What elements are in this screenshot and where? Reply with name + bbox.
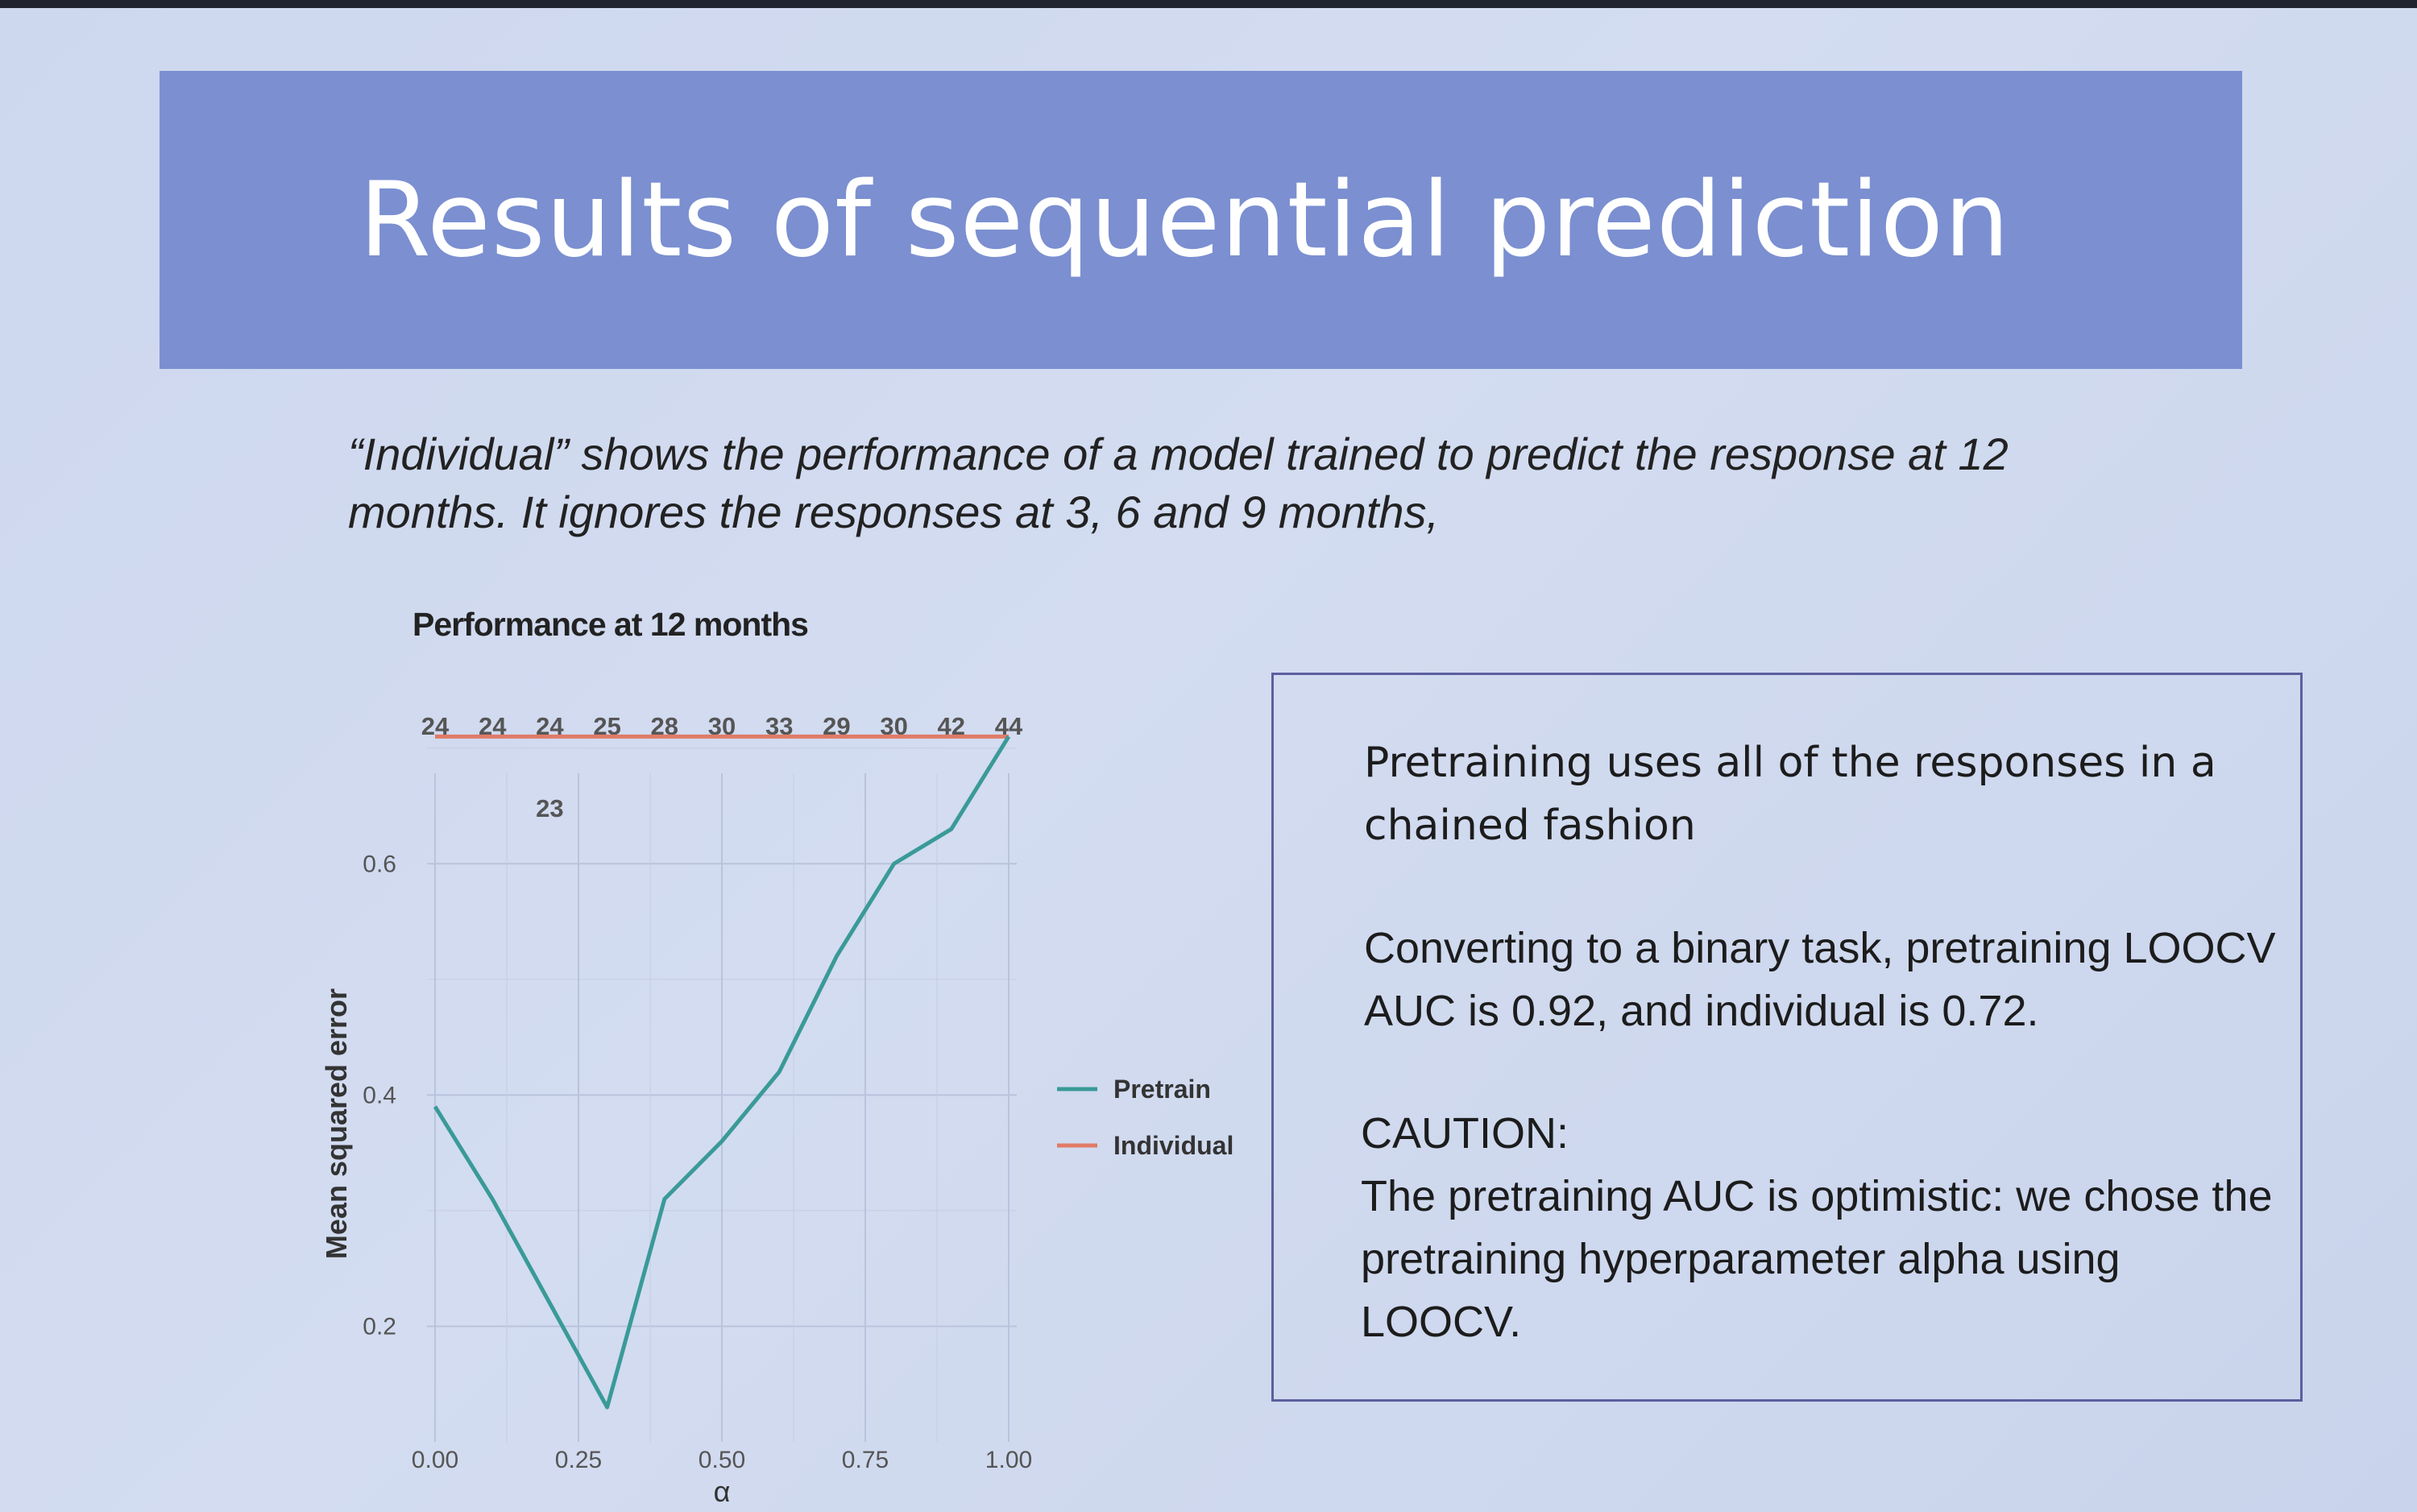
- legend: Pretrain Individual: [1057, 1075, 1233, 1160]
- caution-text: The pretraining AUC is optimistic: we ch…: [1361, 1172, 2273, 1346]
- slide-title: Results of sequential prediction: [359, 159, 2011, 280]
- y-tick-label: 0.6: [363, 851, 396, 877]
- x-tick-label: 0.25: [555, 1447, 602, 1473]
- legend-label-individual: Individual: [1113, 1131, 1233, 1160]
- legend-label-pretrain: Pretrain: [1113, 1075, 1211, 1104]
- series-line-pretrain: [433, 735, 1011, 1410]
- caution-heading: CAUTION:: [1361, 1109, 1569, 1158]
- note-auc: Converting to a binary task, pretraining…: [1364, 924, 2276, 1035]
- y-axis-ticks: 0.2 0.4 0.6: [363, 851, 396, 1340]
- x-axis-ticks: 0.00 0.25 0.50 0.75 1.00: [412, 1447, 1032, 1473]
- x-tick-label: 0.50: [699, 1447, 745, 1473]
- y-axis-title: Mean squared error: [320, 988, 353, 1259]
- x-tick-label: 0.75: [842, 1447, 889, 1473]
- notes-box: Pretraining uses all of the responses in…: [1271, 673, 2303, 1402]
- slide-top-edge: [0, 0, 2417, 8]
- y-tick-label: 0.4: [363, 1082, 396, 1108]
- series-lines: [433, 734, 1011, 1410]
- x-tick-label: 0.00: [412, 1447, 458, 1473]
- title-banner: Results of sequential prediction: [160, 71, 2242, 369]
- y-tick-label: 0.2: [363, 1313, 396, 1340]
- grid-lines: [427, 748, 1017, 1442]
- note-pretraining: Pretraining uses all of the responses in…: [1364, 739, 2216, 850]
- x-tick-label: 1.00: [985, 1447, 1032, 1473]
- annotation-label: 23: [536, 794, 563, 822]
- chart-title: Performance at 12 months: [413, 606, 809, 643]
- intro-text: “Individual” shows the performance of a …: [348, 429, 2009, 537]
- x-axis-title: α: [714, 1475, 731, 1508]
